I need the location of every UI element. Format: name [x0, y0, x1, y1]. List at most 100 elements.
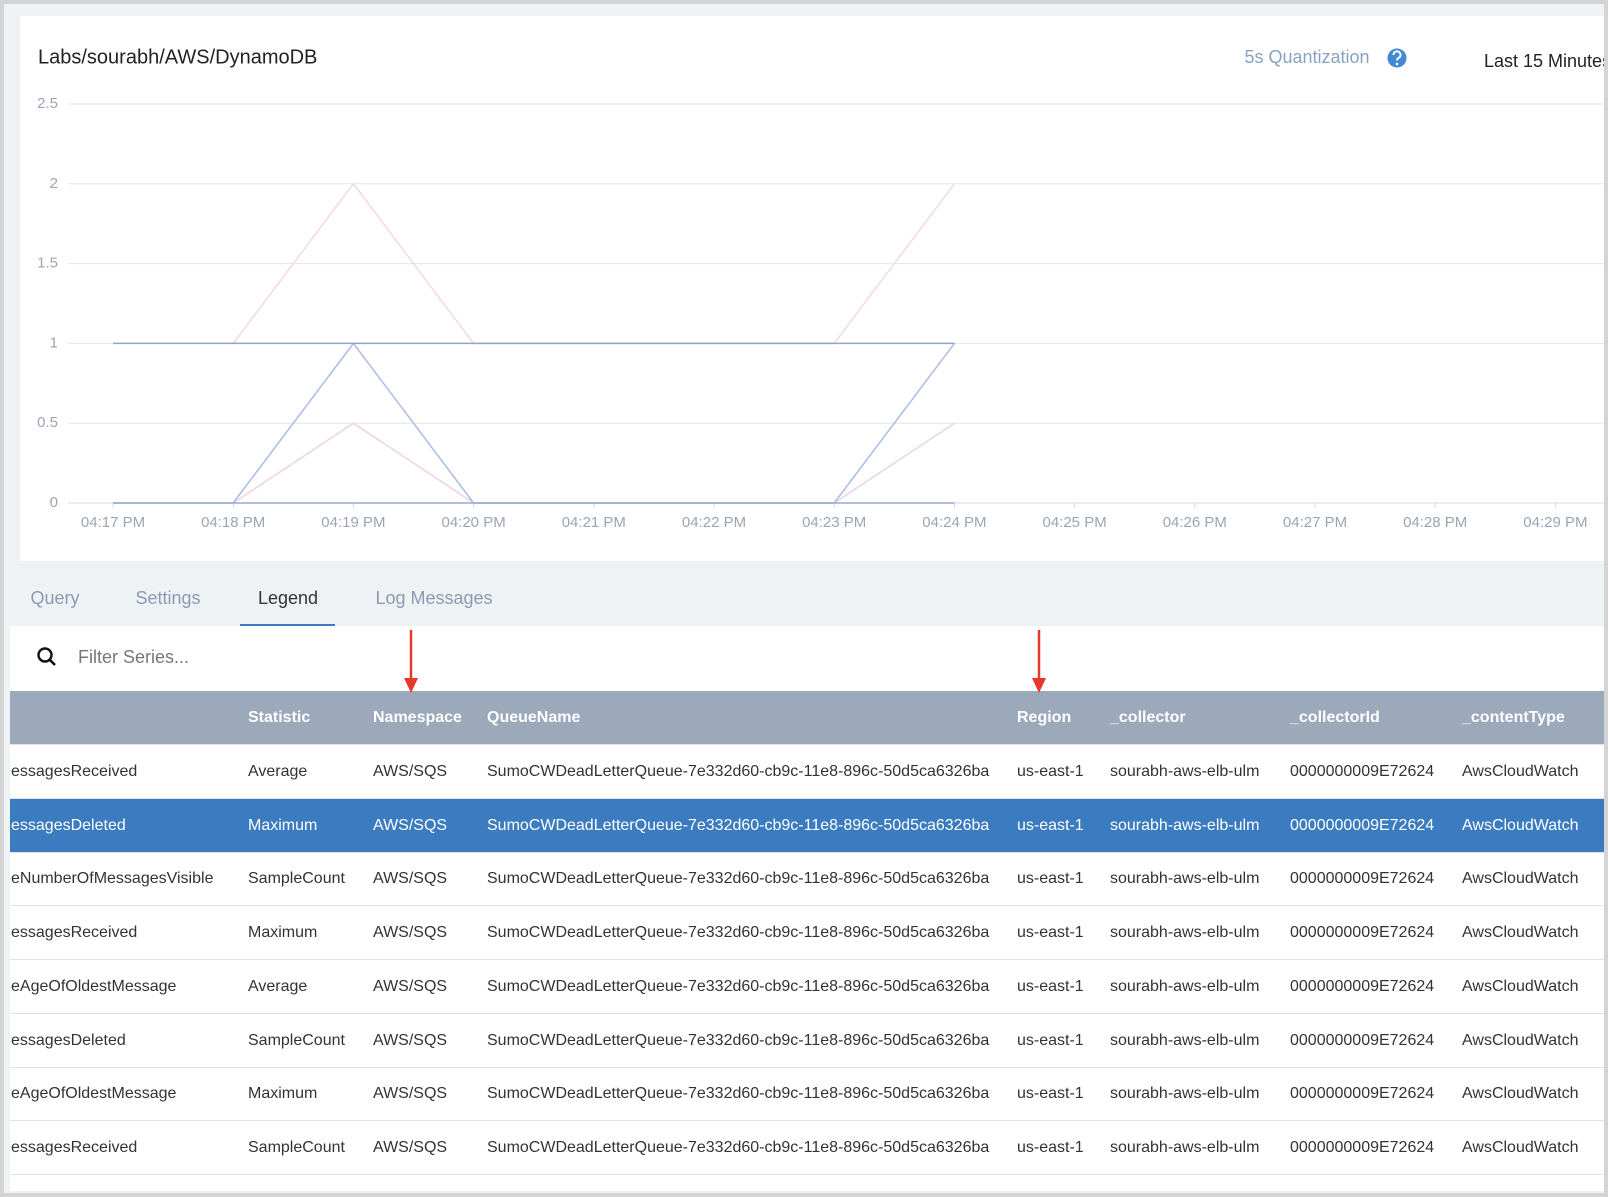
table-cell: 0000000009E72624: [1290, 1085, 1435, 1103]
table-cell: sourabh-aws-elb-ulm: [1110, 763, 1260, 780]
x-tick-label: 04:27 PM: [1283, 514, 1347, 531]
table-cell: AwsCloudWatch: [1462, 924, 1579, 942]
table-cell: SumoCWDeadLetterQueue-7e332d60-cb9c-11e8…: [487, 1085, 990, 1103]
table-cell: AwsCloudWatch: [1462, 763, 1579, 780]
table-cell: AwsCloudWatch: [1462, 1138, 1579, 1156]
table-row[interactable]: eNumberOfMessagesVisible SampleCount AWS/S…: [10, 852, 1604, 907]
column-header[interactable]: _contentType: [1462, 709, 1565, 726]
table-row[interactable]: essagesDeleted SampleCount AWS/SQS SumoCWDe…: [10, 1014, 1604, 1068]
y-tick-label: 0.5: [37, 414, 58, 431]
chart-card: [20, 16, 1604, 561]
table-cell: Average: [248, 763, 308, 780]
x-tick-label: 04:18 PM: [201, 514, 265, 531]
tab-underline: [240, 624, 335, 627]
table-row[interactable]: essagesReceived SampleCount AWS/SQS SumoCWD…: [10, 1121, 1604, 1175]
table-cell: AwsCloudWatch: [1462, 816, 1579, 834]
x-tick-label: 04:29 PM: [1523, 514, 1587, 531]
table-cell: us-east-1: [1017, 1031, 1084, 1049]
table-cell: SumoCWDeadLetterQueue-7e332d60-cb9c-11e8…: [487, 977, 990, 995]
table-cell: AWS/SQS: [373, 816, 448, 834]
table-cell: sourabh-aws-elb-ulm: [1110, 924, 1260, 942]
table-cell: AwsCloudWatch: [1462, 870, 1579, 888]
search-icon: [37, 647, 56, 666]
tab[interactable]: Settings: [135, 588, 201, 608]
panel-title: Labs/sourabh/AWS/DynamoDB: [38, 46, 317, 68]
tab[interactable]: Log Messages: [375, 588, 493, 608]
table-cell: us-east-1: [1017, 924, 1084, 942]
table-row[interactable]: essagesReceived Average AWS/SQS SumoCWDeadL…: [10, 745, 1604, 799]
table-row[interactable]: essagesDeleted Maximum AWS/SQS SumoCWDeadLe…: [10, 798, 1604, 853]
table-cell: 0000000009E72624: [1290, 870, 1435, 888]
table-cell: SumoCWDeadLetterQueue-7e332d60-cb9c-11e8…: [487, 870, 990, 888]
table-cell: AWS/SQS: [373, 763, 448, 780]
x-tick-label: 04:19 PM: [321, 514, 385, 531]
chart: Labs/sourabh/AWS/DynamoDB 5s Quantizatio…: [20, 16, 1608, 561]
table-row[interactable]: eAgeOfOldestMessage Maximum AWS/SQS SumoCWD…: [10, 1067, 1604, 1122]
x-tick-label: 04:22 PM: [682, 514, 746, 531]
table-row[interactable]: essagesReceived Maximum AWS/SQS SumoCWDeadL…: [10, 906, 1604, 961]
table-cell: sourabh-aws-elb-ulm: [1110, 1138, 1260, 1156]
table-cell: us-east-1: [1017, 816, 1084, 834]
y-tick-label: 2.5: [37, 95, 58, 112]
table-cell: essagesReceived: [11, 763, 138, 780]
tab[interactable]: Query: [30, 588, 80, 608]
y-tick-label: 1.5: [37, 255, 58, 272]
table-cell: us-east-1: [1017, 977, 1084, 995]
x-tick-label: 04:25 PM: [1042, 514, 1106, 531]
x-tick-label: 04:17 PM: [81, 514, 145, 531]
table-cell: AWS/SQS: [373, 924, 448, 942]
quantization[interactable]: 5s Quantization: [1244, 47, 1369, 67]
table-cell: SampleCount: [248, 870, 345, 888]
table-cell: us-east-1: [1017, 1138, 1084, 1156]
x-tick-label: 04:26 PM: [1163, 514, 1227, 531]
filter-bar: Filter Series...: [10, 626, 1604, 691]
time-range[interactable]: Last 15 Minutes: [1484, 51, 1608, 71]
table-cell: 0000000009E72624: [1290, 977, 1435, 995]
x-tick-label: 04:28 PM: [1403, 514, 1467, 531]
table-row[interactable]: eAgeOfOldestMessage Average AWS/SQS SumoCWD…: [10, 960, 1604, 1014]
table-cell: 0000000009E72624: [1290, 1138, 1435, 1156]
table-header: Statistic Namespace QueueName Region _collec…: [10, 691, 1604, 745]
table-cell: sourabh-aws-elb-ulm: [1110, 977, 1260, 995]
table-cell: eAgeOfOldestMessage: [11, 977, 177, 995]
table-cell: us-east-1: [1017, 1085, 1084, 1103]
y-tick-label: 2: [50, 175, 58, 192]
table-cell: SampleCount: [248, 1031, 345, 1049]
table-cell: AwsCloudWatch: [1462, 1031, 1579, 1049]
table-cell: SumoCWDeadLetterQueue-7e332d60-cb9c-11e8…: [487, 816, 990, 834]
table-cell: us-east-1: [1017, 763, 1084, 780]
column-header[interactable]: Statistic: [248, 709, 311, 726]
table-cell: us-east-1: [1017, 870, 1084, 888]
table-cell: sourabh-aws-elb-ulm: [1110, 870, 1260, 888]
x-tick-label: 04:24 PM: [922, 514, 986, 531]
table-cell: AWS/SQS: [373, 1138, 448, 1156]
table-cell: essagesReceived: [11, 924, 138, 942]
table-cell: SumoCWDeadLetterQueue-7e332d60-cb9c-11e8…: [487, 924, 990, 942]
table-cell: 0000000009E72624: [1290, 924, 1435, 942]
table-cell: essagesDeleted: [11, 1031, 126, 1049]
table-cell: SumoCWDeadLetterQueue-7e332d60-cb9c-11e8…: [487, 1031, 990, 1049]
table-cell: Average: [248, 977, 308, 995]
column-header[interactable]: _collectorId: [1290, 709, 1380, 726]
table-cell: AwsCloudWatch: [1462, 1085, 1579, 1103]
y-tick-label: 0: [50, 494, 58, 511]
column-header[interactable]: _collector: [1110, 709, 1186, 726]
y-tick-label: 1: [50, 334, 58, 351]
table-cell: AWS/SQS: [373, 870, 448, 888]
table-cell: AwsCloudWatch: [1462, 977, 1579, 995]
column-header[interactable]: Namespace: [373, 709, 462, 726]
help-icon[interactable]: [1387, 48, 1407, 68]
filter-input[interactable]: Filter Series...: [78, 647, 190, 667]
table-cell: Maximum: [248, 816, 318, 834]
x-tick-label: 04:23 PM: [802, 514, 866, 531]
column-header[interactable]: QueueName: [487, 709, 581, 726]
column-header[interactable]: Region: [1017, 709, 1072, 726]
table-cell: sourabh-aws-elb-ulm: [1110, 1031, 1260, 1049]
table-cell: AWS/SQS: [373, 977, 448, 995]
legend-table: Statistic Namespace QueueName Region _collec…: [10, 691, 1604, 1191]
x-tick-label: 04:20 PM: [441, 514, 505, 531]
table-cell: essagesDeleted: [11, 816, 126, 834]
tab[interactable]: Legend: [257, 588, 319, 608]
